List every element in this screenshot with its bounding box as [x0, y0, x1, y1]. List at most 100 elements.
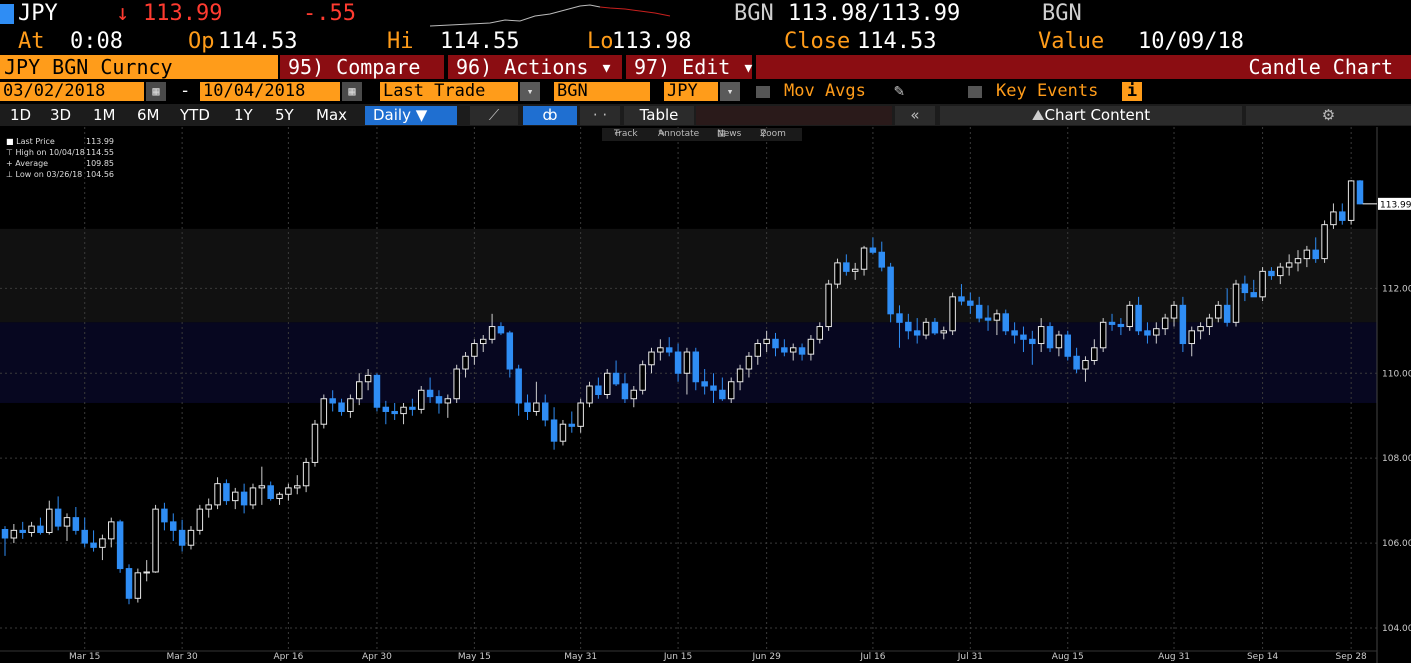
field-select[interactable]: Last Trade	[380, 82, 518, 101]
candle-down	[426, 389, 434, 398]
candle-down	[170, 521, 177, 531]
zoom-label: Zoom	[760, 129, 786, 139]
candle-up	[479, 338, 487, 345]
candle-up	[736, 368, 744, 383]
candle-down	[240, 491, 248, 506]
mov-avgs-label[interactable]: Mov Avgs	[784, 81, 866, 101]
candle-up	[763, 338, 770, 345]
candle-up	[28, 525, 35, 533]
line-chart-icon[interactable]: ⟋	[470, 106, 518, 125]
start-date-input[interactable]: 03/02/2018	[0, 82, 144, 101]
period-6m[interactable]: 6M	[137, 106, 160, 124]
dots-chart-icon[interactable]: · ·	[580, 106, 620, 125]
candle-up	[577, 402, 584, 427]
toolbar-spacer	[696, 106, 892, 125]
candle-down	[905, 321, 912, 332]
high-label: Hi	[387, 29, 414, 54]
value-date: 10/09/18	[1138, 29, 1244, 54]
end-calendar-icon[interactable]: ▦	[342, 82, 362, 101]
candle-up	[657, 347, 664, 353]
candle-down	[701, 381, 708, 387]
candle-up	[63, 517, 71, 527]
period-5y[interactable]: 5Y	[275, 106, 294, 124]
candle-chart-icon[interactable]: ȸ	[523, 106, 577, 125]
candle-up	[1294, 258, 1302, 264]
key-events-checkbox[interactable]	[968, 86, 982, 98]
key-events-label[interactable]: Key Events	[996, 81, 1099, 101]
frequency-select[interactable]: Daily ▼	[365, 106, 457, 125]
candle-chart[interactable]: 104.000 106.000 108.000 110.000 112.000 113.9…	[0, 127, 1411, 663]
pencil-icon[interactable]: ✎	[894, 81, 905, 101]
annotate-label: Annotate	[658, 129, 700, 139]
table-button[interactable]: Table	[624, 106, 694, 125]
legend-low-label: Low on 03/26/18	[15, 170, 83, 179]
low-marker-icon: ⊥	[6, 170, 13, 179]
currency-select[interactable]: JPY	[664, 82, 718, 101]
candle-down	[1, 529, 9, 539]
chart-mini-toolbar: ⌐ Track ✎ Annotate ▤ News ⚲ Zoom	[602, 128, 802, 141]
high-value: 114.55	[440, 29, 520, 54]
candle-down	[887, 266, 894, 315]
candle-down	[692, 351, 700, 383]
currency-dropdown-icon[interactable]: ▾	[720, 82, 740, 101]
settings-gear-icon[interactable]: ⚙	[1246, 106, 1411, 125]
candle-down	[54, 508, 62, 527]
chart-content-button[interactable]: ⛰Chart Content	[940, 106, 1242, 125]
net-change: -.55	[303, 1, 356, 26]
period-max[interactable]: Max	[316, 106, 348, 124]
candle-up	[108, 521, 115, 540]
at-time: 0:08	[70, 29, 123, 54]
source-input[interactable]: BGN	[554, 82, 650, 101]
candle-up	[347, 398, 354, 412]
candle-up	[1206, 317, 1213, 328]
candle-up	[46, 508, 53, 533]
candle-up	[940, 330, 948, 334]
collapse-icon[interactable]: «	[895, 106, 935, 125]
candle-down	[223, 483, 230, 502]
candle-down	[869, 247, 877, 253]
candle-up	[134, 572, 142, 599]
zoom-icon: ⚲	[760, 129, 767, 139]
candle-down	[161, 508, 168, 523]
candle-down	[497, 326, 505, 334]
period-1m[interactable]: 1M	[93, 106, 116, 124]
period-3d[interactable]: 3D	[50, 106, 72, 124]
candle-up	[1330, 211, 1337, 226]
actions-menu[interactable]: 96) Actions ▾	[448, 55, 622, 79]
period-ytd[interactable]: YTD	[180, 106, 210, 124]
candle-down	[1179, 304, 1187, 345]
candle-down	[913, 330, 921, 336]
legend-low: ⊥ Low on 03/26/18 104.56	[6, 169, 114, 180]
candle-up	[1277, 266, 1284, 277]
candle-down	[568, 423, 576, 427]
low-label: Lo	[587, 29, 614, 54]
track-label: Track	[614, 129, 638, 139]
news-icon: ▤	[717, 129, 726, 139]
y-tick-label: 106.000	[1382, 539, 1411, 549]
period-1y[interactable]: 1Y	[234, 106, 253, 124]
start-calendar-icon[interactable]: ▦	[146, 82, 166, 101]
end-date-input[interactable]: 10/04/2018	[200, 82, 340, 101]
candle-up	[1099, 321, 1107, 349]
field-dropdown-icon[interactable]: ▾	[520, 82, 540, 101]
candle-down	[329, 398, 336, 404]
candle-up	[294, 485, 301, 489]
security-field[interactable]: JPY BGN Curncy	[0, 55, 278, 79]
period-1d[interactable]: 1D	[10, 106, 32, 124]
candle-down	[1250, 292, 1257, 298]
candle-down	[984, 317, 992, 321]
candle-down	[1312, 249, 1319, 260]
candle-up	[789, 347, 797, 353]
candle-up	[214, 483, 221, 506]
candle-down	[896, 313, 903, 323]
info-icon[interactable]: i	[1122, 82, 1142, 101]
candle-down	[975, 304, 983, 319]
candle-up	[949, 296, 956, 332]
compare-menu[interactable]: 95) Compare	[280, 55, 444, 79]
candle-down	[1046, 326, 1054, 349]
legend-average: + Average 109.85	[6, 158, 114, 169]
candle-up	[488, 326, 496, 340]
mov-avgs-checkbox[interactable]	[756, 86, 770, 98]
candle-up	[302, 461, 310, 487]
edit-menu[interactable]: 97) Edit ▾	[626, 55, 754, 79]
